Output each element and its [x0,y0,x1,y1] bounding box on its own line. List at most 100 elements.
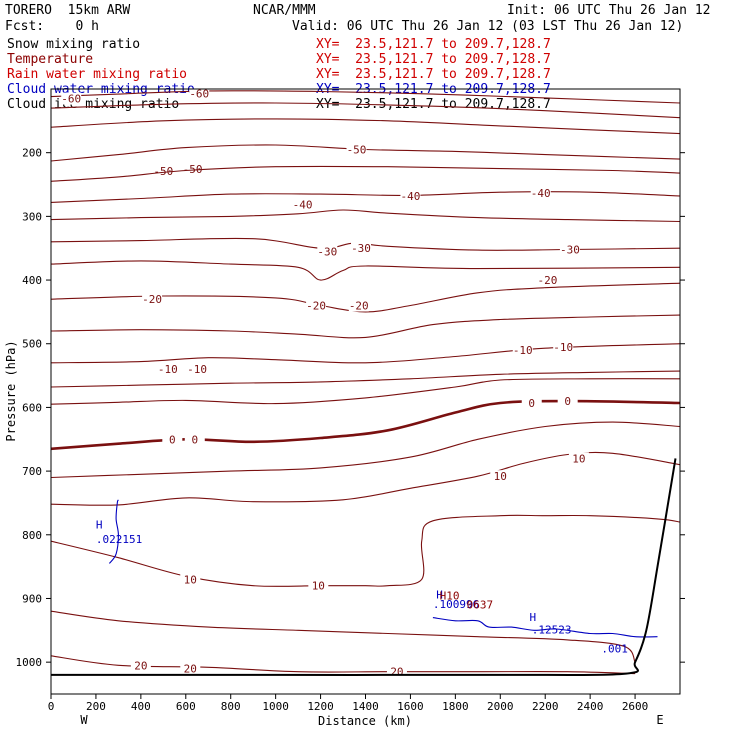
isotherm-label: 10 [494,470,507,483]
isotherm-label: 0 [564,395,571,408]
isotherm-label-bg [553,340,574,353]
isotherm--60-1 [51,102,680,119]
y-tick-label: 700 [22,465,42,478]
isotherm-label-bg [180,662,201,675]
isotherm-10-15 [51,421,680,479]
isotherm-label-bg [130,659,151,672]
isotherm-label: -40 [293,198,313,211]
isotherm-label-bg [142,293,163,306]
isotherm-label-bg [162,433,183,446]
isotherm--40-4 [51,165,680,182]
isotherm-0-13 [51,378,680,405]
x-tick-label: 1000 [262,700,289,713]
isotherm-label: 0 [191,433,198,446]
isotherm-label: -40 [400,190,420,203]
isotherm--60-0 [51,90,680,104]
cloud-water-contour-1 [432,617,658,638]
isotherm-label: 20 [134,659,147,672]
y-tick-label: 600 [22,401,42,414]
x-tick-label: 2200 [532,700,559,713]
isotherm--50-3 [51,144,680,162]
isotherm-label: -10 [158,363,178,376]
isotherm-label-bg [557,395,578,408]
isotherm-label-bg [182,163,203,176]
isotherm-label: -20 [306,300,326,313]
isotherm-label-bg [512,344,533,357]
isotherm-20-18 [51,610,636,663]
isotherm-label: -30 [317,245,337,258]
isotherm--50-2 [51,118,680,135]
isotherm-0-14 [51,399,680,451]
forecast-hour: Fcst: 0 h [5,19,99,34]
isotherm-label-bg [308,579,329,592]
isotherm-label-bg [153,165,174,178]
legend-label-temperature: Temperature [7,52,94,67]
y-tick-label: 1000 [16,656,43,669]
x-tick-label: 800 [221,700,241,713]
isotherm-label: -20 [349,300,369,313]
isotherm-label: -30 [351,242,371,255]
init-time: Init: 06 UTC Thu 26 Jan 12 [507,3,711,18]
isotherm-label: 20 [390,666,403,679]
x-tick-label: 1600 [397,700,424,713]
isotherm-label: -10 [187,363,207,376]
center-title: NCAR/MMM [253,3,316,18]
extremum-annotation-0: H [96,518,103,531]
extremum-annotation-1: .022151 [96,533,142,546]
x-tick-label: 2600 [622,700,649,713]
isotherm--20-9 [51,282,680,313]
isotherm-label-bg [348,299,369,312]
x-axis-label: Distance (km) [318,714,412,728]
isotherm-label: 10 [312,580,325,593]
isotherm-label-bg [537,274,558,287]
isotherm-label-bg [180,573,201,586]
x-end-label-west: W [80,713,88,727]
legend-label-rain: Rain water mixing ratio [7,67,188,82]
model-title: TORERO 15km ARW [5,3,131,18]
isotherm-label-bg [157,363,178,376]
isotherm--10-10 [51,314,680,339]
x-tick-label: 0 [48,700,55,713]
isotherm-label-bg [351,242,372,255]
isotherm-label: -10 [553,341,573,354]
y-tick-label: 500 [22,338,42,351]
isotherm-label-bg [346,143,367,156]
isotherm--40-5 [51,191,680,203]
isotherm-label-bg [189,89,210,100]
isotherm-label-bg [490,470,511,483]
extremum-annotation-8: .001 [601,643,628,656]
isotherm-label: -60 [61,93,81,106]
isotherm-label: -50 [153,165,173,178]
isotherm-label: 10 [572,452,585,465]
valid-time: Valid: 06 UTC Thu 26 Jan 12 (03 LST Thu … [292,19,684,34]
cloud-water-contour-0 [108,499,119,564]
isotherm-label-bg [530,186,551,199]
extremum-annotation-2: H [436,588,443,601]
isotherm-label: 20 [184,663,197,676]
isotherm-label-bg [568,452,589,465]
isotherm-label: -50 [347,144,367,157]
isotherm-label-bg [306,299,327,312]
x-tick-label: 2400 [577,700,604,713]
isotherm--20-8 [51,260,680,281]
extremum-annotation-3: H10 [440,590,460,603]
x-tick-label: 1200 [307,700,334,713]
isotherm-label: 0 [528,397,535,410]
legend-label-snow: Snow mixing ratio [7,37,141,52]
isotherm-10-17 [51,514,680,587]
isotherm--10-11 [51,343,680,364]
isotherm--10-12 [51,370,680,388]
isotherm-label-bg [187,363,208,376]
x-end-label-east: E [656,713,663,727]
x-tick-label: 1800 [442,700,469,713]
extremum-annotation-4: .100996 [433,598,479,611]
terrain-line [51,458,677,676]
x-tick-label: 400 [131,700,151,713]
y-tick-label: 800 [22,529,42,542]
y-tick-label: 400 [22,274,42,287]
isotherm-label: 10 [184,573,197,586]
x-tick-label: 2000 [487,700,514,713]
isotherm-label-bg [400,189,421,202]
legend-xy-rain: XY= 23.5,121.7 to 209.7,128.7 [316,67,551,82]
